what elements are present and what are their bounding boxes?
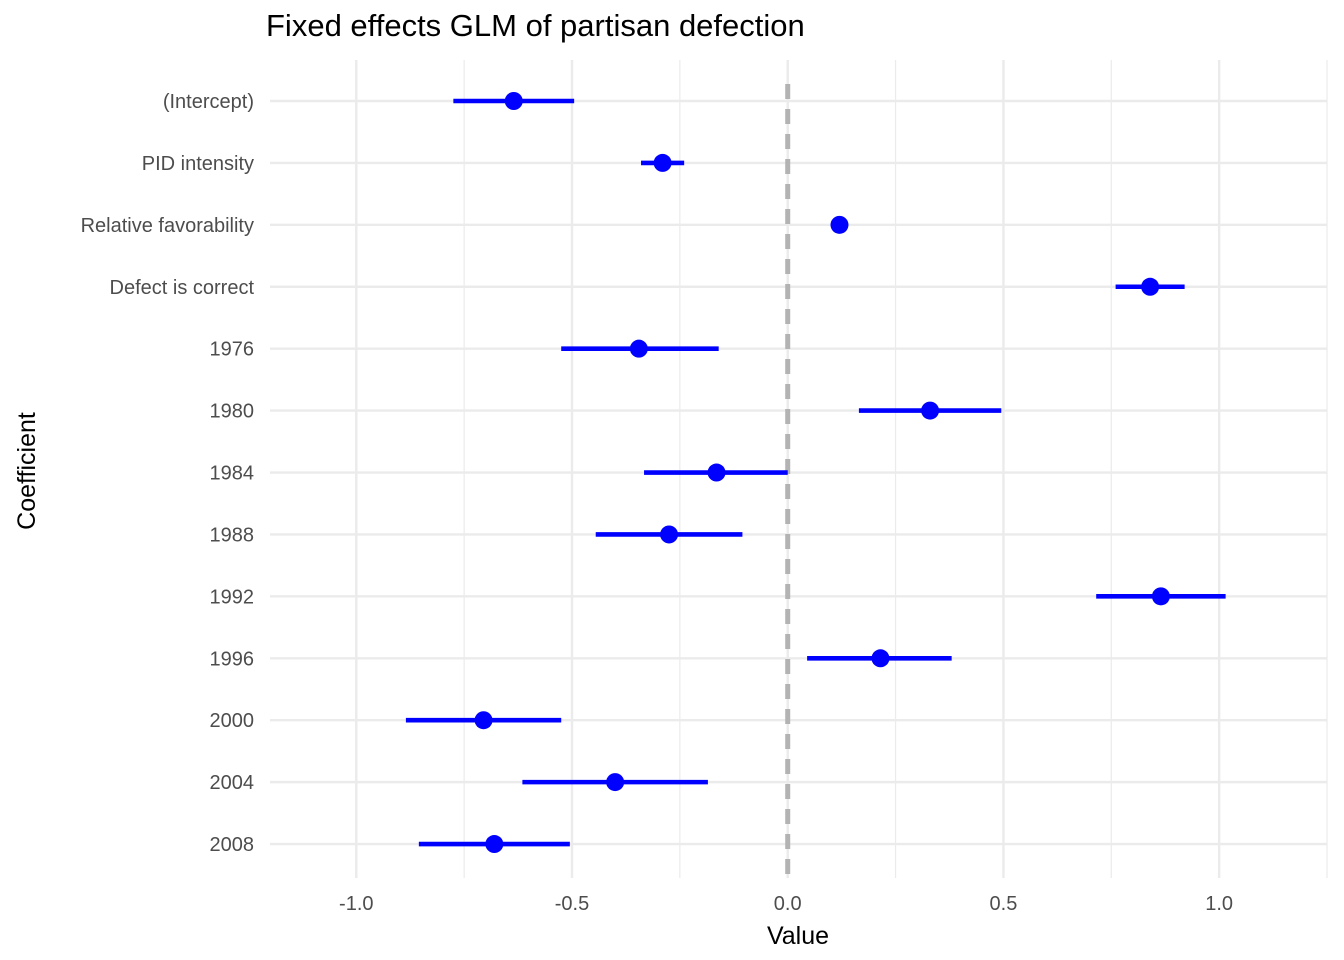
coefficient-point bbox=[606, 773, 625, 792]
coefficient-point bbox=[485, 835, 504, 854]
y-tick-label: 1980 bbox=[210, 401, 255, 423]
coefficient-point bbox=[653, 153, 672, 172]
coefficient-point bbox=[921, 401, 940, 420]
y-tick-label: PID intensity bbox=[142, 153, 254, 175]
coefficient-point bbox=[871, 649, 890, 668]
x-tick-label: 0.5 bbox=[990, 893, 1018, 915]
y-tick-label: 1988 bbox=[210, 524, 255, 546]
y-tick-label: (Intercept) bbox=[163, 91, 254, 113]
coefficient-point bbox=[504, 92, 523, 110]
x-tick-labels: -1.0 -0.5 0.0 0.5 1.0 bbox=[339, 893, 1233, 915]
y-tick-label: 1996 bbox=[210, 648, 255, 670]
x-tick-label: 1.0 bbox=[1205, 893, 1233, 915]
y-tick-label: 1976 bbox=[210, 339, 255, 361]
x-tick-label: -1.0 bbox=[339, 893, 373, 915]
coefficient-point bbox=[660, 525, 679, 544]
y-tick-label: Relative favorability bbox=[81, 215, 254, 237]
x-tick-label: -0.5 bbox=[555, 893, 589, 915]
y-tick-label: Defect is correct bbox=[110, 277, 255, 299]
marks-layer bbox=[405, 92, 1226, 854]
coefficient-point bbox=[1151, 587, 1170, 606]
chart-title: Fixed effects GLM of partisan defection bbox=[266, 8, 805, 43]
coefficient-point bbox=[1141, 277, 1160, 296]
x-axis-title: Value bbox=[767, 922, 829, 950]
y-tick-label: 2008 bbox=[210, 834, 255, 856]
coefficient-point bbox=[830, 215, 849, 234]
y-tick-label: 2000 bbox=[210, 710, 255, 732]
coefficient-point bbox=[474, 711, 493, 730]
y-tick-label: 1984 bbox=[210, 463, 255, 485]
grid-layer bbox=[270, 60, 1328, 878]
y-axis-title: Coefficient bbox=[13, 412, 41, 530]
coefficient-point bbox=[707, 463, 726, 482]
y-tick-label: 2004 bbox=[210, 772, 255, 794]
coefficient-point bbox=[629, 339, 648, 358]
y-tick-label: 1992 bbox=[210, 586, 255, 608]
x-tick-label: 0.0 bbox=[774, 893, 802, 915]
y-tick-labels: (Intercept) PID intensity Relative favorab… bbox=[81, 91, 255, 856]
